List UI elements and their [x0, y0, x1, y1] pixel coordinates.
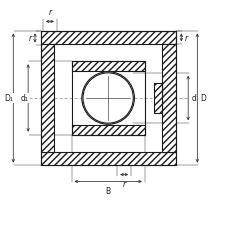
Circle shape [82, 72, 134, 125]
Text: r: r [28, 34, 31, 43]
Polygon shape [41, 152, 175, 166]
Text: D: D [200, 94, 205, 103]
Text: d₁: d₁ [20, 94, 28, 103]
Text: r: r [122, 179, 125, 188]
Text: D₁: D₁ [5, 94, 14, 103]
Text: r: r [48, 8, 51, 17]
Text: B: B [105, 187, 110, 196]
Polygon shape [153, 84, 161, 113]
Text: d: d [191, 94, 195, 103]
Polygon shape [71, 62, 144, 71]
Text: r: r [184, 34, 187, 43]
Polygon shape [41, 45, 54, 152]
Polygon shape [71, 126, 144, 135]
Circle shape [83, 74, 133, 124]
Polygon shape [161, 45, 175, 152]
Polygon shape [41, 31, 175, 45]
